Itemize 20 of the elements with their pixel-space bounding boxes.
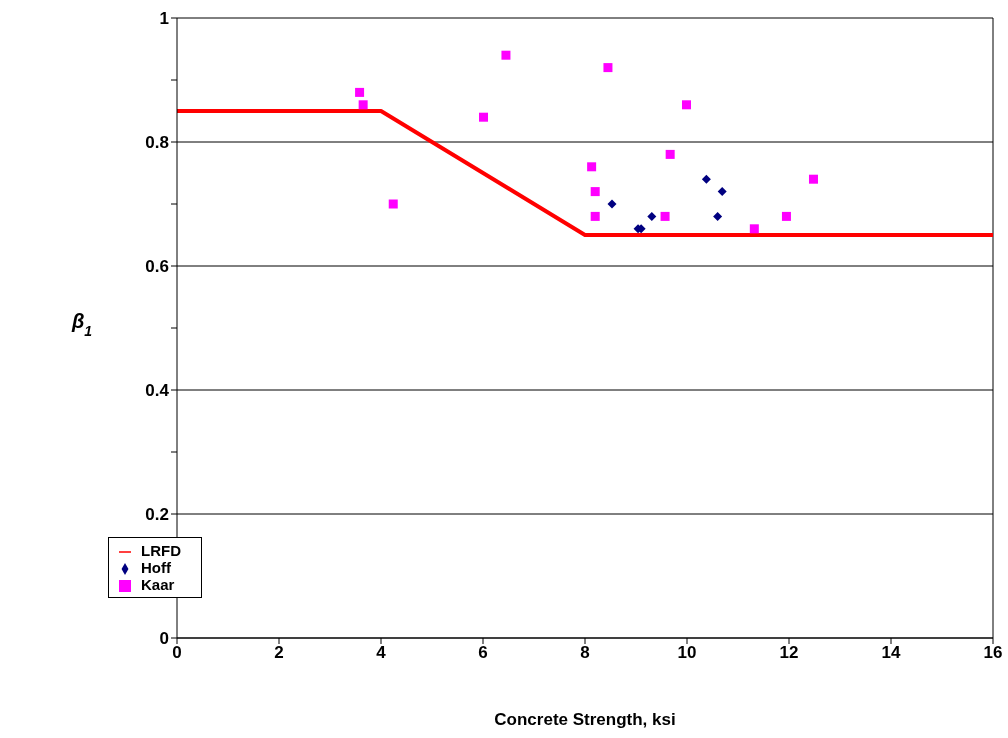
x-tick-label: 16 — [983, 643, 1003, 663]
y-tick-label: 0.4 — [145, 381, 170, 401]
x-tick-label: 14 — [881, 643, 901, 663]
x-axis-title: Concrete Strength, ksi — [494, 710, 676, 730]
x-tick-label: 10 — [677, 643, 697, 663]
legend-label: Hoff — [141, 559, 171, 576]
x-tick-label: 8 — [580, 643, 590, 663]
x-tick-label: 0 — [172, 643, 182, 663]
x-tick-label: 12 — [779, 643, 799, 663]
legend-label: Kaar — [141, 576, 175, 593]
x-tick-label: 4 — [376, 643, 387, 663]
y-tick-label: 0.8 — [145, 133, 169, 153]
x-tick-label: 6 — [478, 643, 488, 663]
y-tick-label: 1 — [159, 9, 169, 29]
y-tick-label: 0.2 — [145, 505, 169, 525]
y-tick-label: 0.6 — [145, 257, 169, 277]
x-tick-label: 2 — [274, 643, 284, 663]
y-tick-label: 0 — [159, 629, 169, 649]
y-axis-title: β$_{1}$ — [70, 310, 93, 339]
legend-label: LRFD — [141, 542, 181, 559]
